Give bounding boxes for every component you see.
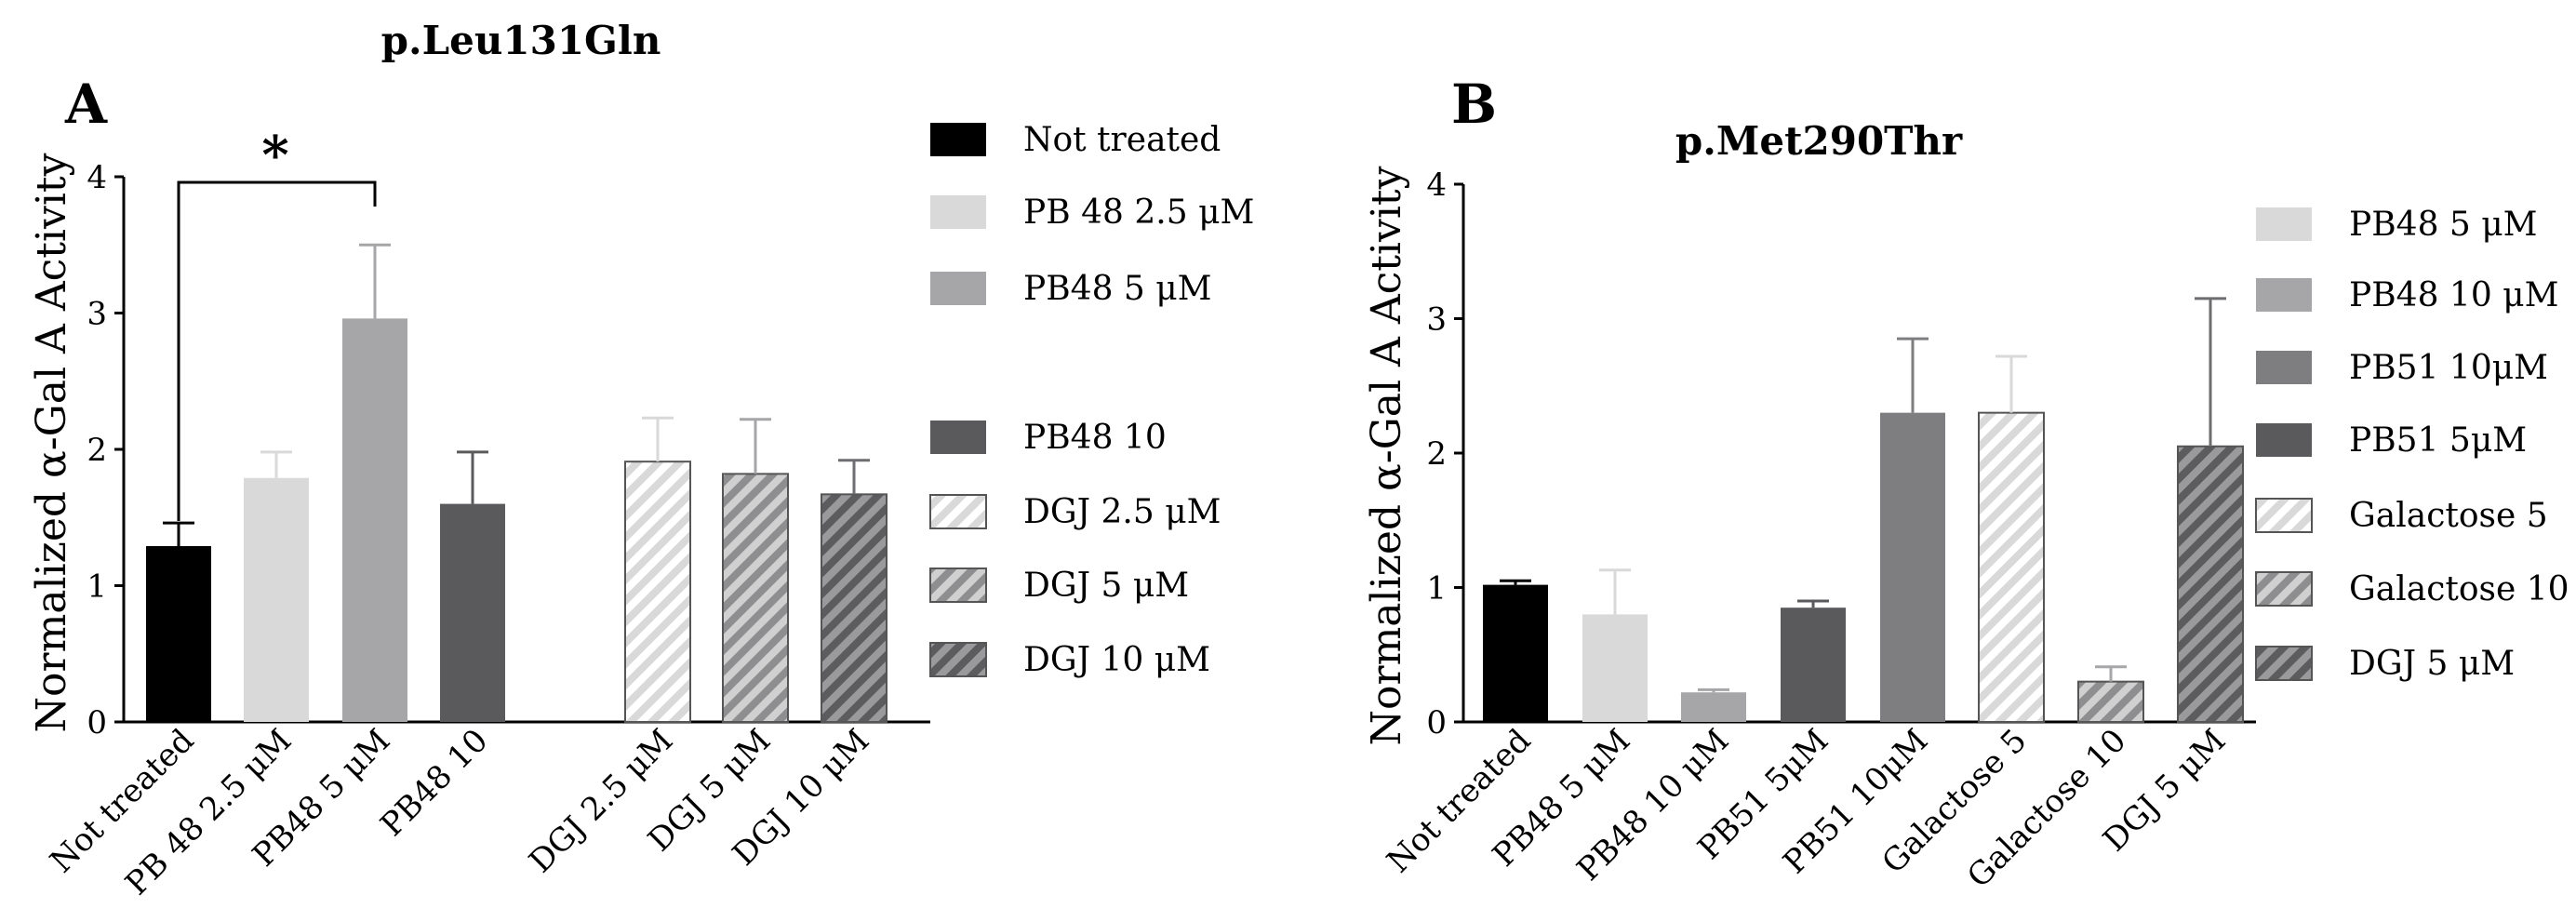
legend-swatch-dgj-5-m xyxy=(929,568,987,603)
legend-swatch-pb51-10-m xyxy=(2256,351,2312,384)
legend-swatch-galactose-10 xyxy=(2255,571,2313,607)
legend-label-galactose-5: Galactose 5 xyxy=(2349,497,2548,535)
bar-dgj-5-m xyxy=(722,473,789,723)
legend-label-pb48-10: PB48 10 xyxy=(1023,419,1167,457)
legend-swatch-galactose-5 xyxy=(2255,498,2313,533)
y-tick-label: 2 xyxy=(87,432,107,469)
bar-pb48-5-m xyxy=(342,318,407,722)
y-tick-label: 2 xyxy=(1426,435,1447,473)
legend-swatch-pb48-5-m xyxy=(930,272,986,305)
legend-label-dgj-5-m: DGJ 5 μM xyxy=(2349,645,2515,683)
panel-b-bars xyxy=(1483,297,2244,724)
legend-label-dgj-5-m: DGJ 5 μM xyxy=(1023,567,1189,605)
legend-swatch-dgj-5-m xyxy=(2255,646,2313,681)
legend-label-pb51-5-m: PB51 5μM xyxy=(2349,421,2527,460)
legend-swatch-pb48-10-m xyxy=(2256,278,2312,312)
legend-label-pb48-5-m: PB48 5 μM xyxy=(1023,270,1212,308)
panel-b-legend: PB48 5 μM PB48 10 μM PB51 10μM PB51 5μM Gala… xyxy=(2255,206,2569,683)
legend-label-dgj-10-m: DGJ 10 μM xyxy=(1023,641,1210,679)
legend-swatch-not-treated xyxy=(930,123,986,156)
bar-pb48-5-m xyxy=(1582,614,1648,722)
y-tick-label: 0 xyxy=(1426,704,1447,741)
bar-pb48-10 xyxy=(440,503,505,722)
legend-label-pb51-10-m: PB51 10μM xyxy=(2349,349,2548,387)
y-tick-label: 3 xyxy=(87,296,107,333)
significance-bracket xyxy=(177,180,377,521)
y-tick-label: 1 xyxy=(1426,570,1447,608)
x-tick-label: PB48 10 xyxy=(373,722,495,844)
panel-b-label: B xyxy=(1451,73,1497,136)
bar-not-treated xyxy=(146,546,211,722)
panel-a-bars xyxy=(146,243,888,723)
legend-label-pb48-5-m: PB48 5 μM xyxy=(2349,206,2538,244)
panel-a-ylabel: Normalized α-Gal A Activity xyxy=(28,153,75,732)
y-tick-label: 4 xyxy=(1426,167,1447,204)
legend-swatch-pb-48-2-5-m xyxy=(930,195,986,229)
y-tick-label: 1 xyxy=(87,568,107,606)
y-tick-label: 0 xyxy=(87,704,107,741)
legend-swatch-dgj-2-5-m xyxy=(929,494,987,529)
panel-a: A p.Leu131Gln Normalized α-Gal A Activit… xyxy=(28,18,1254,902)
legend-swatch-pb51-5-m xyxy=(2256,423,2312,457)
panel-b-ylabel: Normalized α-Gal A Activity xyxy=(1363,166,1410,745)
panel-a-legend: Not treated PB 48 2.5 μM PB48 5 μM PB48 10 D… xyxy=(929,121,1254,679)
bar-pb51-10-m xyxy=(1880,412,1945,722)
bar-pb48-10-m xyxy=(1681,692,1746,722)
legend-label-dgj-2-5-m: DGJ 2.5 μM xyxy=(1023,493,1221,531)
panel-a-label: A xyxy=(64,73,108,136)
panel-b-title: p.Met290Thr xyxy=(1675,118,1963,164)
legend-swatch-pb48-5-m xyxy=(2256,207,2312,241)
bar-galactose-5 xyxy=(1978,411,2045,723)
legend-label-not-treated: Not treated xyxy=(1023,121,1221,159)
legend-label-galactose-10: Galactose 10 xyxy=(2349,570,2569,608)
panel-a-axes: 0 1 2 3 4 xyxy=(87,159,930,741)
bar-dgj-10-m xyxy=(821,493,888,723)
x-tick-label: DGJ 2.5 μM xyxy=(522,722,680,880)
panel-a-significance: * xyxy=(177,125,377,521)
bar-pb-48-2-5-m xyxy=(244,477,309,722)
bar-dgj-2-5-m xyxy=(624,461,691,723)
bar-pb51-5-m xyxy=(1781,608,1846,722)
bar-not-treated xyxy=(1483,584,1548,722)
y-tick-label: 3 xyxy=(1426,301,1447,339)
bar-dgj-5-m xyxy=(2177,445,2244,723)
x-tick-label: PB 48 2.5 μM xyxy=(118,722,299,902)
bar-galactose-10 xyxy=(2077,680,2144,724)
significance-star: * xyxy=(261,125,288,186)
panel-a-title: p.Leu131Gln xyxy=(381,18,661,63)
legend-swatch-pb48-10 xyxy=(930,421,986,454)
legend-label-pb-48-2-5-m: PB 48 2.5 μM xyxy=(1023,194,1254,232)
panel-b: B p.Met290Thr Normalized α-Gal A Activit… xyxy=(1363,73,2569,895)
legend-swatch-dgj-10-m xyxy=(929,642,987,677)
legend-label-pb48-10-m: PB48 10 μM xyxy=(2349,276,2558,314)
y-tick-label: 4 xyxy=(87,159,107,196)
